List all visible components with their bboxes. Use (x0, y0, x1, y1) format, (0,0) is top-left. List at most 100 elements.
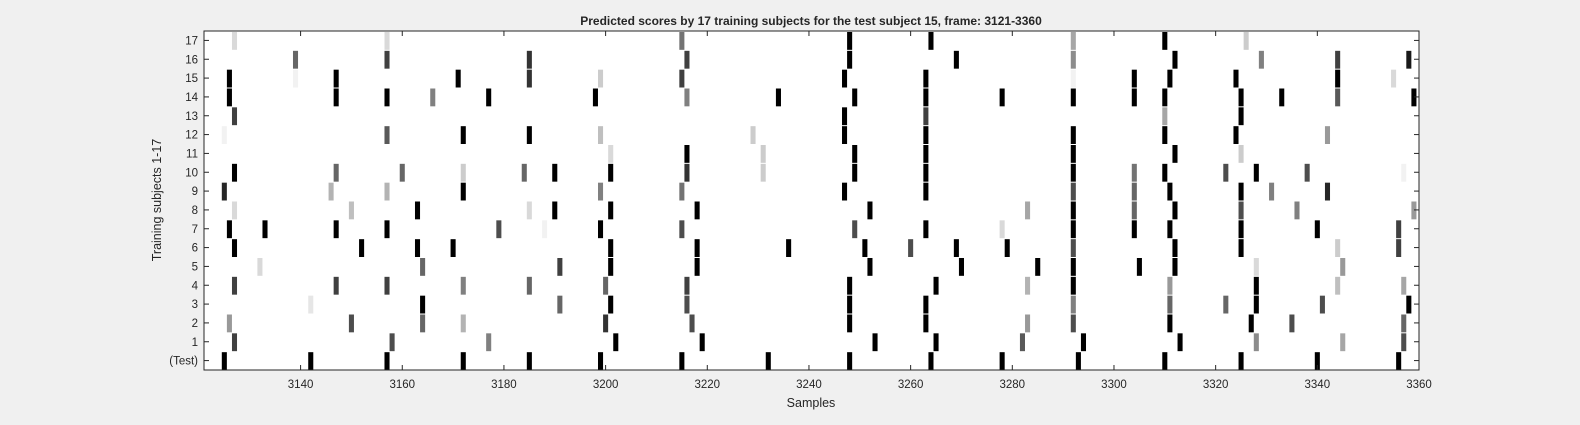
heatmap-cell (923, 126, 929, 144)
heatmap-cell (226, 88, 232, 107)
y-tick-label: 16 (185, 54, 198, 66)
heatmap-cell (1070, 69, 1076, 88)
x-tick-label: 3340 (1305, 379, 1331, 391)
heatmap-cell (1070, 182, 1076, 201)
heatmap-cell (496, 220, 502, 239)
heatmap-cell (221, 182, 227, 201)
heatmap-cell (608, 163, 614, 182)
y-tick-label: 17 (185, 35, 198, 47)
heatmap-cell (557, 258, 563, 276)
heatmap-cell (1162, 88, 1168, 107)
heatmap-cell (1335, 276, 1341, 295)
heatmap-cell (1258, 50, 1264, 69)
heatmap-cell (1233, 126, 1239, 144)
x-tick-label: 3300 (1101, 379, 1127, 391)
heatmap-cell (308, 295, 314, 314)
heatmap-cell (1167, 295, 1173, 314)
heatmap-cell (1070, 201, 1076, 220)
heatmap-cell (542, 220, 548, 239)
heatmap-cell (1396, 352, 1402, 370)
x-axis-label: Samples (787, 396, 836, 410)
heatmap-cell (348, 314, 354, 333)
heatmap-cell (765, 352, 771, 370)
heatmap-cell (608, 201, 614, 220)
heatmap-cell (786, 239, 792, 257)
heatmap-cell (923, 295, 929, 314)
heatmap-cell (1391, 69, 1397, 88)
heatmap-cell (1304, 163, 1310, 182)
heatmap-cell (847, 352, 853, 370)
heatmap-cell (1172, 239, 1178, 257)
heatmap-cell (1294, 201, 1300, 220)
heatmap-cell (1025, 201, 1031, 220)
heatmap-cell (684, 276, 690, 295)
heatmap-cell (999, 352, 1005, 370)
heatmap-cell (598, 69, 604, 88)
heatmap-cell (694, 258, 700, 276)
heatmap-cell (923, 314, 929, 333)
heatmap-cell (455, 69, 461, 88)
heatmap-cell (526, 276, 532, 295)
y-tick-label: 10 (185, 167, 198, 179)
heatmap-cell (1177, 333, 1183, 352)
heatmap-cell (384, 276, 390, 295)
heatmap-cell (1238, 107, 1244, 126)
heatmap-cell (1167, 220, 1173, 239)
heatmap-cell (1167, 69, 1173, 88)
heatmap-cell (1253, 258, 1259, 276)
x-tick-label: 3240 (796, 379, 822, 391)
heatmap-cell (684, 145, 690, 163)
heatmap-cell (1314, 352, 1320, 370)
heatmap-cell (384, 50, 390, 69)
heatmap-cell (389, 333, 395, 352)
heatmap-cell (231, 333, 238, 352)
heatmap-cell (923, 182, 929, 201)
y-tick-label: 13 (185, 111, 198, 123)
heatmap-cell (1080, 333, 1087, 352)
heatmap-cell (923, 107, 929, 126)
heatmap-cell (460, 352, 466, 370)
heatmap-cell (526, 126, 532, 144)
x-tick-label: 3200 (593, 379, 619, 391)
heatmap-cell (1406, 50, 1412, 69)
heatmap-cell (1172, 201, 1178, 220)
y-axis-label: Training subjects 1-17 (150, 139, 164, 262)
heatmap-cell (1070, 276, 1076, 295)
heatmap-cell (1131, 220, 1137, 239)
heatmap-cell (694, 201, 700, 220)
heatmap-cell (1289, 314, 1295, 333)
heatmap-cell (1319, 295, 1325, 314)
heatmap-cell (226, 220, 232, 239)
heatmap-cell (333, 69, 339, 88)
heatmap-cell (414, 239, 421, 257)
heatmap-cell (1314, 220, 1320, 239)
heatmap-cell (1335, 50, 1341, 69)
heatmap-cell (1238, 201, 1244, 220)
y-tick-label: 1 (192, 337, 198, 349)
heatmap-cell (552, 163, 558, 182)
heatmap-cell (1248, 314, 1254, 333)
heatmap-cell (847, 276, 853, 295)
heatmap-cell (958, 258, 964, 276)
heatmap-cell (333, 220, 339, 239)
heatmap-cell (598, 352, 604, 370)
heatmap-cell (221, 126, 227, 144)
heatmap-cell (1172, 50, 1178, 69)
heatmap-cell (872, 333, 878, 352)
heatmap-cell (608, 239, 614, 257)
heatmap-cell (359, 239, 365, 257)
heatmap-cell (1223, 295, 1229, 314)
heatmap-cell (460, 314, 466, 333)
heatmap-cell (1162, 32, 1168, 50)
heatmap-cell (384, 182, 390, 201)
heatmap-cell (1411, 88, 1417, 107)
x-tick-label: 3360 (1406, 379, 1432, 391)
heatmap-cell (521, 163, 527, 182)
heatmap-cell (1172, 145, 1178, 163)
x-tick-label: 3320 (1203, 379, 1229, 391)
y-tick-label: 8 (192, 205, 198, 217)
heatmap-cell (384, 220, 390, 239)
heatmap-cell (1167, 276, 1173, 295)
heatmap-cell (1004, 239, 1010, 257)
heatmap-cell (526, 69, 532, 88)
